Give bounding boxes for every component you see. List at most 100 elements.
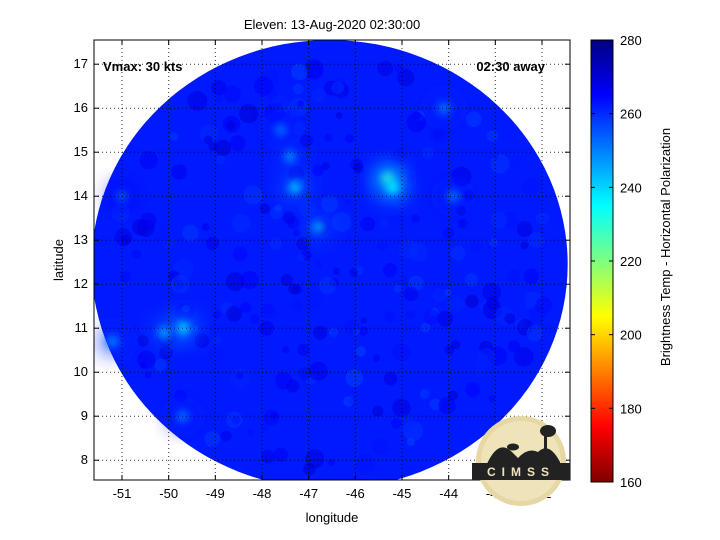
swath-texture-cell [303,290,324,310]
swath-texture-cell [321,162,330,171]
swath-texture-cell [331,212,352,232]
swath-texture-cell [486,130,499,142]
swath-texture-cell [377,60,394,77]
swath-texture-cell [288,98,308,117]
swath-texture-cell [204,431,220,447]
swath-texture-cell [510,154,524,168]
chart-title: Eleven: 13-Aug-2020 02:30:00 [244,17,420,32]
swath-texture-cell [274,204,283,212]
swath-texture-cell [406,310,416,320]
feature-core [106,335,119,348]
swath-texture-cell [291,284,303,295]
swath-texture-cell [345,134,354,143]
swath-texture-cell [429,398,442,411]
swath-texture-cell [438,396,456,415]
swath-texture-cell [243,185,263,205]
swath-texture-cell [411,214,420,223]
swath-texture-cell [171,164,187,180]
swath-texture-cell [458,218,468,229]
x-tick-label: -48 [253,486,272,501]
swath-texture-cell [372,405,384,417]
swath-texture-cell [205,236,220,251]
swath-texture-cell [408,242,428,262]
y-ticks: 8 9 10 11 12 13 14 15 16 17 [74,56,570,467]
colorbar-tick-label: 160 [620,475,642,490]
swath-texture-cell [344,319,359,335]
swath-texture-cell [345,199,352,206]
swath-texture-cell [384,310,396,322]
x-axis-label: longitude [306,510,359,525]
swath-texture-cell [465,111,482,128]
swath-texture-cell [349,268,358,277]
swath-texture-cell [324,133,333,142]
x-tick-label: -46 [346,486,365,501]
swath-texture-cell [506,269,520,283]
swath-texture-cell [270,411,279,420]
swath-texture-cell [433,121,451,139]
swath-texture-cell [247,429,255,437]
swath-texture-cell [419,389,430,399]
swath-texture-cell [391,214,405,228]
swath-texture-cell [154,358,167,372]
swath-texture-cell [476,348,497,368]
colorbar-tick-label: 180 [620,401,642,416]
swath-texture-cell [296,253,305,262]
swath-texture-cell [464,273,479,287]
swath-texture-cell [380,218,389,227]
swath-texture-cell [319,276,337,295]
swath-texture-cell [328,327,339,337]
feature-core [386,181,399,194]
y-tick-label: 10 [74,364,88,379]
swath-texture-cell [465,381,481,398]
swath-texture-cell [312,164,324,177]
colorbar-tick-label: 200 [620,328,642,343]
swath-texture-cell [528,232,545,249]
swath-texture-cell [273,447,288,462]
swath-texture-cell [291,299,303,311]
swath-texture-cell [260,449,275,464]
swath-texture-cell [535,211,550,226]
swath-texture-cell [187,90,208,111]
swath-texture-cell [447,390,458,401]
swath-texture-cell [355,454,375,474]
swath-texture-cell [372,354,380,362]
cimss-logo-text: CIMSS [487,465,555,479]
swath-texture-cell [203,135,213,145]
swath-texture-cell [392,343,411,362]
swath-texture-cell [432,288,447,303]
swath-texture-cell [139,151,158,170]
swath-texture-cell [213,336,222,345]
swath-texture-cell [238,103,259,124]
swath-texture-cell [297,100,305,107]
colorbar-tick-label: 240 [620,180,642,195]
swath-texture-cell [182,224,199,242]
swath-texture-cell [300,134,314,148]
swath-texture-cell [323,147,332,157]
swath-texture-cell [390,148,407,164]
swath-texture-cell [194,333,210,349]
swath-texture-cell [331,81,344,94]
y-tick-label: 11 [75,320,89,335]
swath-texture-cell [212,310,221,319]
y-tick-label: 16 [74,100,88,115]
swath-texture-cell [275,372,293,390]
swath-texture-cell [442,227,455,240]
grid-layer [94,40,570,480]
cimss-logo: CIMSS [472,416,570,506]
swath-texture-cell [292,83,304,95]
swath-texture-cell [201,223,210,231]
feature-core [288,181,301,194]
swath-texture-cell [158,167,165,174]
swath-texture-cell [376,239,388,252]
x-tick-label: -45 [393,486,412,501]
swath-texture-cell [211,79,227,96]
swath-texture-cell [314,261,323,269]
swath-texture-cell [139,212,157,230]
swath-texture-cell [327,458,335,466]
swath-texture-cell [299,200,316,217]
x-ticks: -51-50-49-48-47-46-45-44-43-42 [113,40,551,501]
swath-texture-cell [447,296,465,314]
swath-texture-cell [397,69,415,87]
swath-texture-cell [504,313,516,324]
swath-texture-cell [412,111,421,120]
